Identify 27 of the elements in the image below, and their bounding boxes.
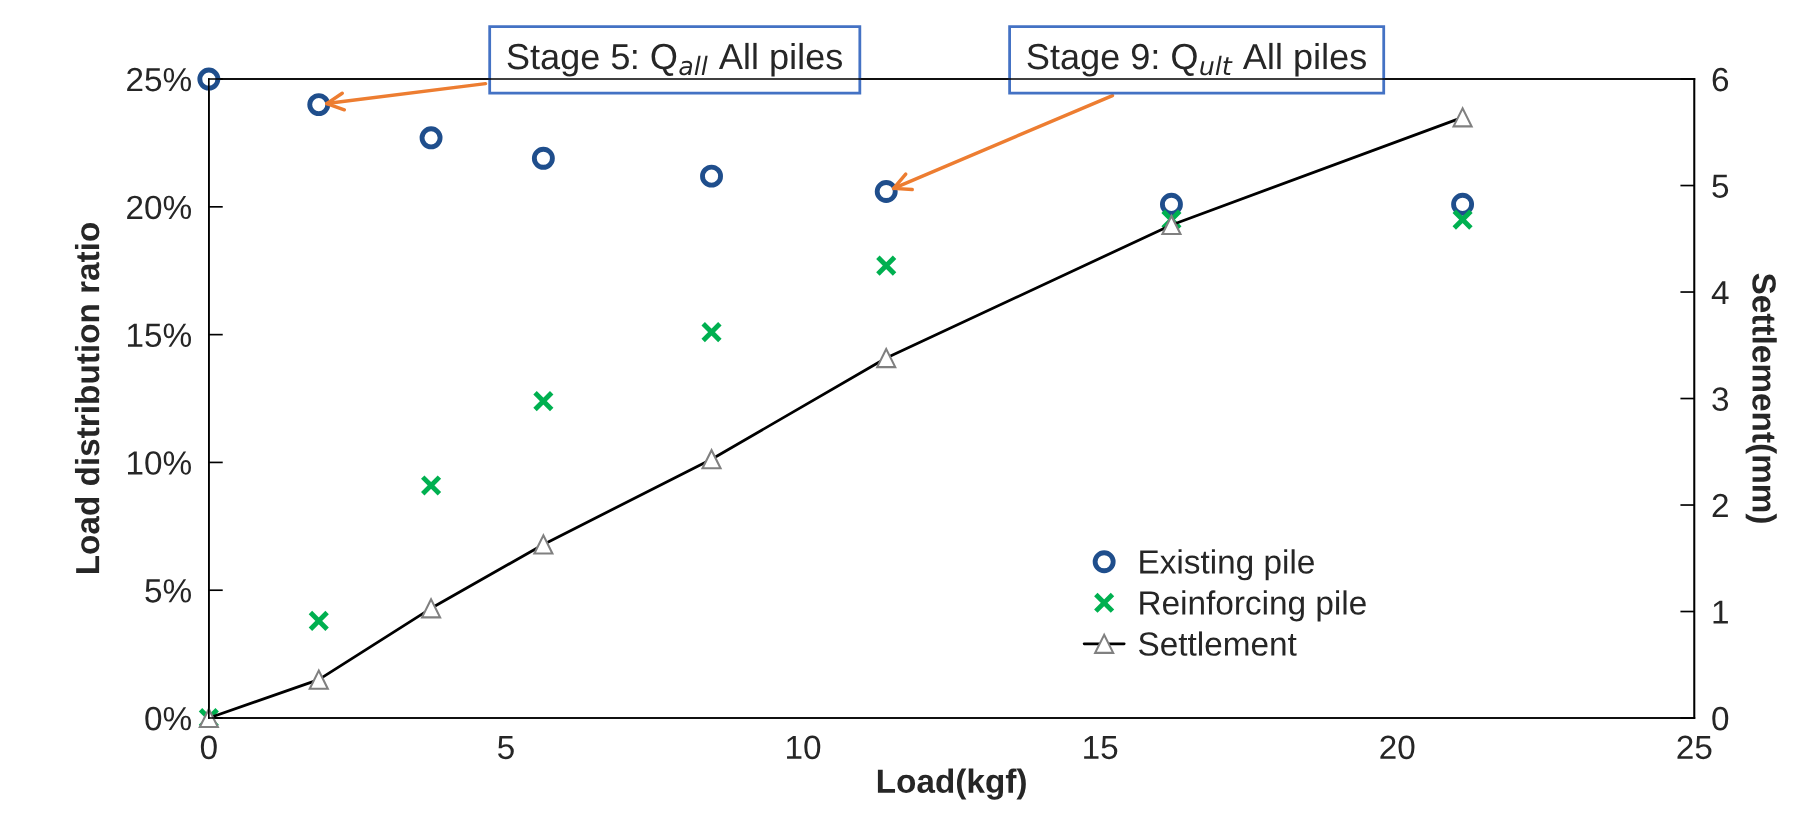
x-tick-label: 10 (787, 735, 821, 760)
y-tick-label: 5% (145, 579, 191, 603)
x-tick-label: 0 (200, 735, 217, 760)
y-tick-label: 10% (128, 451, 191, 475)
y-tick-label: 25% (127, 67, 191, 92)
x-tick-label: 15 (1084, 735, 1118, 760)
y-axis-title: Load distribution ratio (74, 222, 100, 574)
y2-tick-label: 3 (1712, 387, 1729, 411)
legend-label: Reinforcing pile (1140, 590, 1366, 622)
x-tick-label: 25 (1677, 735, 1712, 760)
legend-label: Existing pile (1140, 549, 1314, 581)
x-tick-label: 20 (1380, 735, 1415, 760)
y-tick-label: 15% (128, 323, 191, 348)
x-axis-title: Load(kgf) (877, 768, 1026, 800)
y2-tick-label: 6 (1712, 67, 1729, 92)
annotation: Stage 5: Q$_{all}$ All piles (507, 42, 842, 77)
legend-label: Settlement (1139, 631, 1297, 656)
y-tick-label: 0% (145, 706, 191, 731)
y2-tick-label: 0 (1712, 706, 1729, 731)
y2-tick-label: 1 (1713, 600, 1728, 624)
y-tick-label: 20% (127, 195, 191, 220)
y2-tick-label: 2 (1712, 493, 1728, 518)
annotation: Stage 9: Q$_{ult}$ All piles (1027, 42, 1366, 77)
y2-axis-title: Settlement(mm) (1745, 273, 1777, 523)
x-tick-label: 5 (498, 735, 514, 760)
y2-tick-label: 4 (1711, 281, 1729, 305)
y2-tick-label: 5 (1712, 174, 1729, 198)
